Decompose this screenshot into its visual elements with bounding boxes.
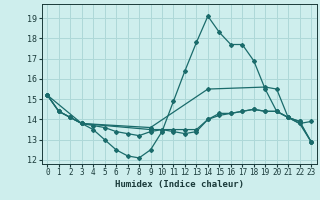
X-axis label: Humidex (Indice chaleur): Humidex (Indice chaleur) [115, 180, 244, 189]
